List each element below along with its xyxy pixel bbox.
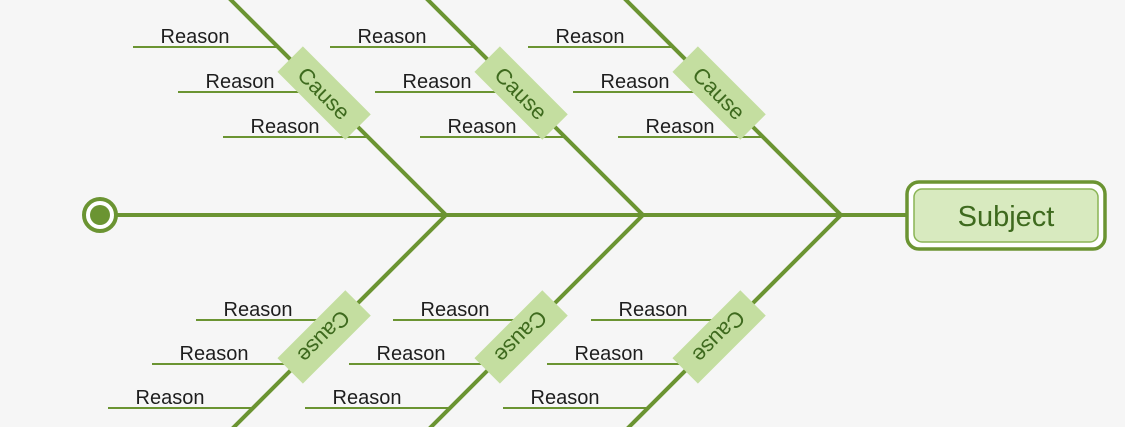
- reason-label: Reason: [448, 116, 517, 138]
- cause-box-bg: [672, 46, 766, 140]
- reason-label: Reason: [206, 71, 275, 93]
- reason-label: Reason: [403, 71, 472, 93]
- cause-box-bg: [672, 290, 766, 384]
- reason-label: Reason: [619, 299, 688, 321]
- reason-label: Reason: [358, 26, 427, 48]
- reason-label: Reason: [224, 299, 293, 321]
- cause-box-bg: [474, 46, 568, 140]
- reason-label: Reason: [333, 387, 402, 409]
- reason-label: Reason: [421, 299, 490, 321]
- cause-box-bg: [277, 290, 371, 384]
- subject-box: Subject: [905, 180, 1107, 251]
- reason-label: Reason: [556, 26, 625, 48]
- cause-box-bg: [474, 290, 568, 384]
- subject-label: Subject: [958, 201, 1055, 233]
- reason-label: Reason: [531, 387, 600, 409]
- spine-start-node-inner: [90, 205, 110, 225]
- reason-label: Reason: [601, 71, 670, 93]
- reason-label: Reason: [377, 343, 446, 365]
- reason-label: Reason: [136, 387, 205, 409]
- labels-layer: ReasonReasonReasonCauseReasonReasonReaso…: [136, 26, 766, 409]
- reason-label: Reason: [180, 343, 249, 365]
- reason-label: Reason: [575, 343, 644, 365]
- cause-box-bg: [277, 46, 371, 140]
- reason-label: Reason: [646, 116, 715, 138]
- subject-box-inner: [913, 188, 1099, 243]
- reason-label: Reason: [161, 26, 230, 48]
- reason-label: Reason: [251, 116, 320, 138]
